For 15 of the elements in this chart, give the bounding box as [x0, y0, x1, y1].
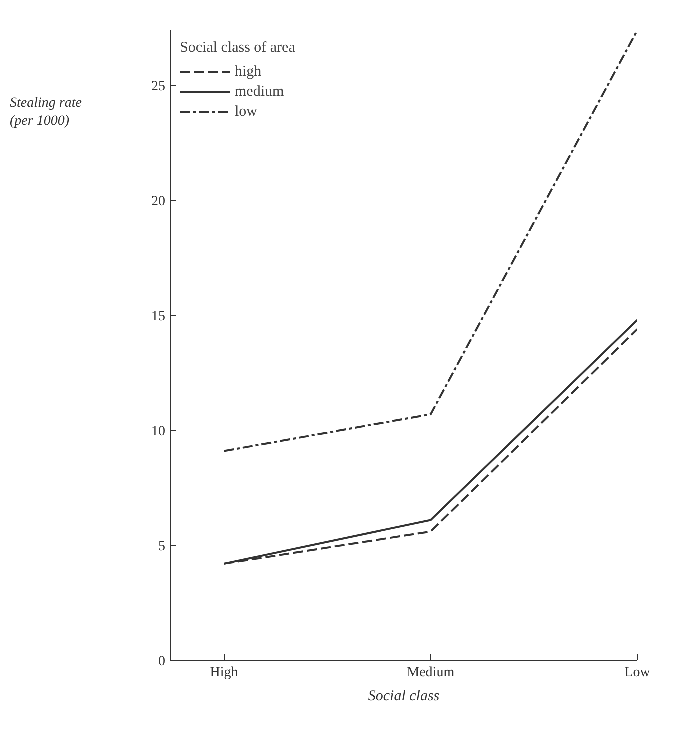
- legend-label: medium: [235, 84, 284, 100]
- y-tick-label: 5: [158, 540, 166, 555]
- legend-label: low: [235, 104, 258, 120]
- y-tick-label: 10: [152, 424, 166, 440]
- x-tick-label: Low: [624, 666, 652, 680]
- legend-label: high: [235, 64, 262, 80]
- y-tick-label: 25: [152, 80, 166, 95]
- y-tick-label: 0: [158, 654, 166, 670]
- y-tick-label: 20: [152, 194, 166, 210]
- legend-title: Social class of area: [180, 40, 296, 57]
- y-axis-title: Stealing rate (per 1000): [10, 95, 82, 131]
- x-tick-label: Medium: [407, 666, 455, 680]
- x-tick-label: High: [210, 666, 238, 680]
- y-tick-label: 15: [152, 310, 166, 325]
- x-axis-title: Social class: [368, 688, 440, 704]
